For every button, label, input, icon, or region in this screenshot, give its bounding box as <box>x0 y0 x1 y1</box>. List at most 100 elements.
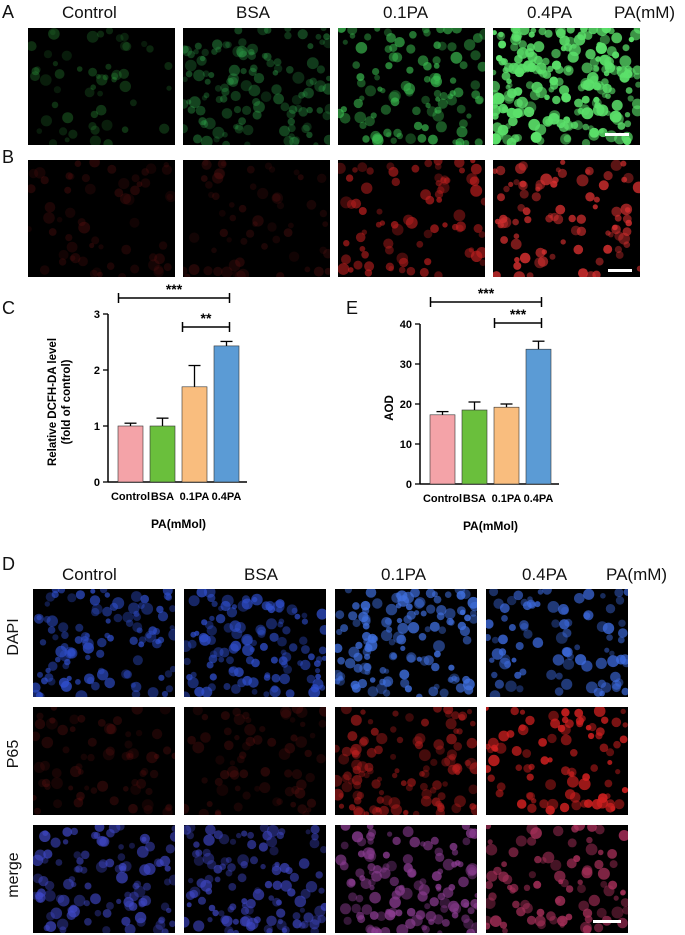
cell <box>319 209 328 218</box>
cell <box>306 106 313 114</box>
cell <box>500 236 508 244</box>
cell <box>632 65 640 75</box>
cell <box>596 797 608 809</box>
cell <box>430 836 439 845</box>
cell <box>613 895 619 901</box>
cell <box>609 650 615 656</box>
cell <box>282 927 288 933</box>
cells-render <box>33 589 175 697</box>
cell <box>141 602 154 615</box>
cell <box>488 754 500 767</box>
cell <box>562 658 575 670</box>
cell <box>375 807 381 813</box>
cell <box>123 786 129 792</box>
cell <box>51 768 62 778</box>
cell <box>140 895 152 906</box>
cell <box>266 59 275 68</box>
cell <box>250 639 257 646</box>
cell <box>255 624 266 635</box>
cell <box>236 832 242 839</box>
x-tick-label: Control <box>423 493 462 505</box>
cell <box>619 735 628 744</box>
cell <box>293 169 300 176</box>
cell <box>386 162 395 171</box>
cell <box>323 33 330 40</box>
cell <box>65 234 73 242</box>
cell <box>111 69 122 81</box>
cell <box>559 619 570 630</box>
cell <box>501 861 507 868</box>
cell <box>237 873 247 883</box>
cell <box>596 907 607 918</box>
cell <box>247 48 255 56</box>
y-tick-label: 30 <box>400 359 412 371</box>
cell <box>232 270 239 277</box>
x-tick-label: BSA <box>463 493 486 505</box>
cell <box>468 784 477 795</box>
cell <box>187 735 196 745</box>
cell <box>276 899 282 906</box>
cell <box>560 45 567 52</box>
cell <box>461 825 470 831</box>
cell <box>229 760 236 766</box>
cell <box>448 900 460 912</box>
cell <box>470 184 483 197</box>
cell <box>67 648 76 657</box>
cell <box>535 186 541 192</box>
cell <box>392 52 403 63</box>
header-control: Control <box>62 3 117 22</box>
cell <box>340 841 349 850</box>
cell <box>95 861 108 873</box>
cell <box>285 689 295 697</box>
cell <box>486 634 491 641</box>
cell <box>546 911 556 921</box>
cell <box>376 733 388 745</box>
cell <box>403 83 416 95</box>
cell <box>585 724 592 731</box>
cell <box>524 216 532 224</box>
cell <box>357 850 365 858</box>
cell <box>398 884 405 891</box>
cell <box>456 126 468 138</box>
cell <box>298 91 305 99</box>
cell <box>249 646 255 653</box>
cell <box>207 593 216 603</box>
cell <box>508 116 518 127</box>
cell <box>289 643 298 652</box>
cell <box>610 671 621 683</box>
cell <box>557 724 566 733</box>
cell <box>454 795 466 808</box>
cell <box>362 622 370 630</box>
cell <box>420 841 426 847</box>
cell <box>559 922 565 928</box>
cell <box>469 176 480 186</box>
cell <box>360 878 372 889</box>
cell <box>226 656 234 665</box>
cell <box>442 222 448 228</box>
cell <box>573 244 584 255</box>
cell <box>213 266 223 277</box>
cell <box>123 193 135 206</box>
cell <box>54 69 65 79</box>
cell <box>493 104 501 117</box>
cell <box>396 617 403 624</box>
cell <box>121 244 132 255</box>
cell <box>204 78 211 85</box>
cell <box>499 657 511 670</box>
cell <box>391 890 401 900</box>
cell <box>595 825 605 835</box>
cell <box>420 610 427 617</box>
cell <box>376 208 383 215</box>
cell <box>300 721 306 727</box>
cell <box>248 84 261 97</box>
cell <box>551 48 561 59</box>
cell <box>373 865 382 874</box>
cell <box>512 108 523 119</box>
cell <box>71 881 77 888</box>
cell <box>380 104 391 115</box>
cell <box>493 99 497 105</box>
cell <box>226 77 234 86</box>
cells-render <box>486 707 628 815</box>
cell <box>314 905 326 917</box>
cell <box>94 825 105 832</box>
